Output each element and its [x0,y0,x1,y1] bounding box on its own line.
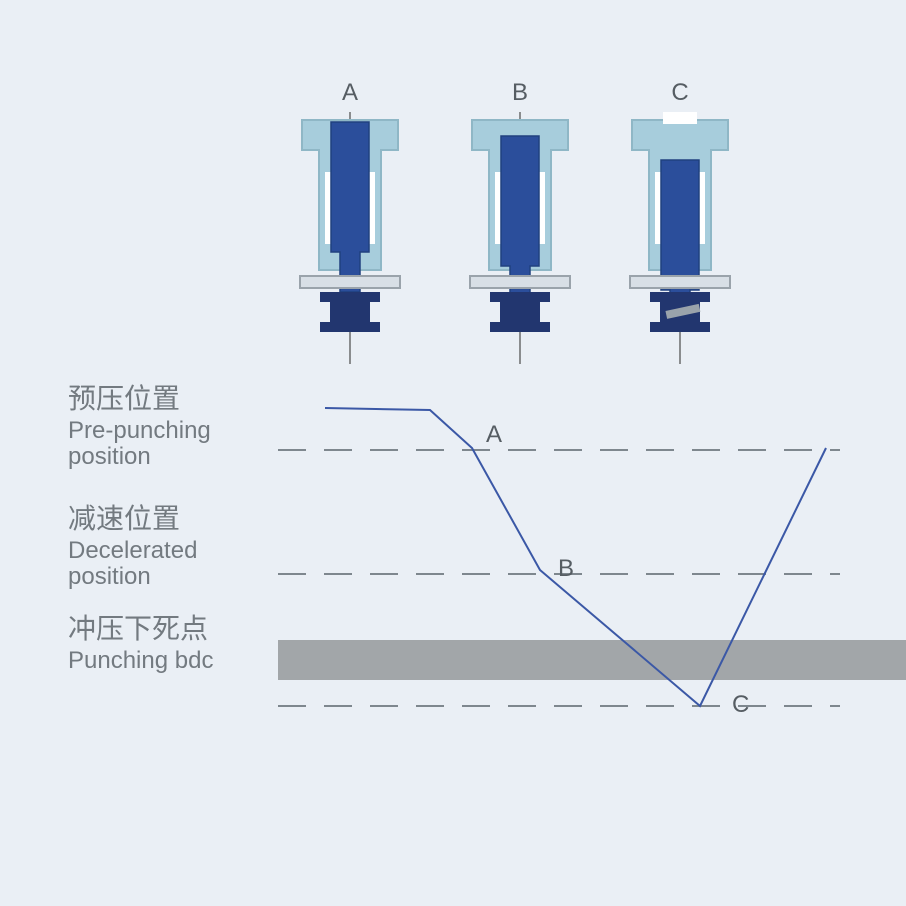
label-en: Pre-punching [68,417,211,444]
bdc-band [278,640,906,680]
piston-gap [663,112,697,124]
diagram-root: ABC预压位置Pre-punchingposition减速位置Decelerat… [0,0,906,906]
punch-label-B: B [512,79,528,106]
label-en: Punching bdc [68,647,213,674]
work-plate [300,276,400,288]
label-en: position [68,563,151,590]
punch-label-C: C [671,79,688,106]
label-cn: 冲压下死点 [68,613,208,644]
label-en: Decelerated [68,537,197,564]
diagram-svg: ABC预压位置Pre-punchingposition减速位置Decelerat… [0,0,906,906]
chart-point-C: C [732,691,749,718]
punch-label-A: A [342,79,358,106]
label-cn: 预压位置 [68,383,180,414]
work-plate [630,276,730,288]
label-en: position [68,443,151,470]
chart-point-B: B [558,555,574,582]
chart-point-A: A [486,421,502,448]
work-plate [470,276,570,288]
label-cn: 减速位置 [68,503,180,534]
